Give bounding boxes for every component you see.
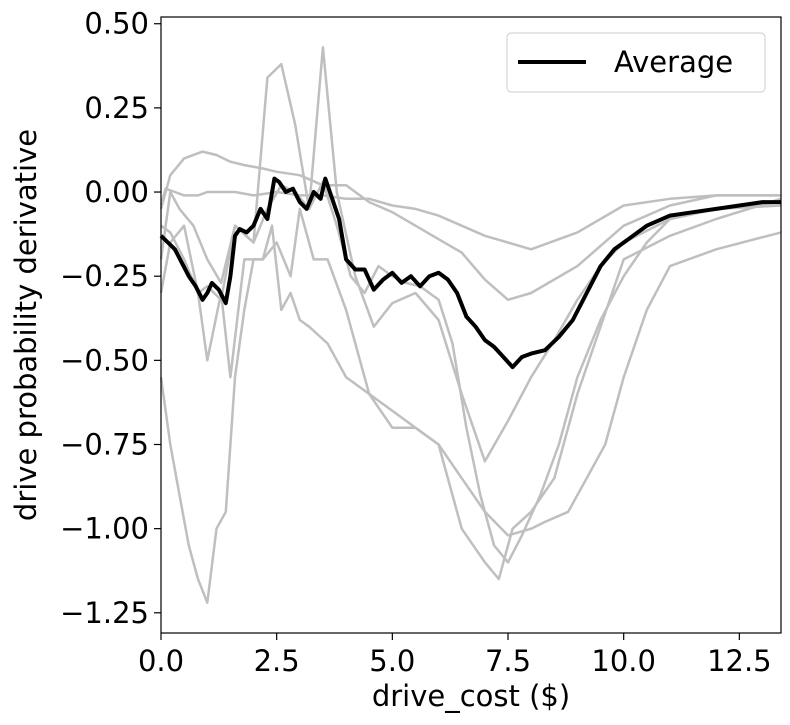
y-axis-label: drive probability derivative: [9, 129, 43, 521]
plot-frame: [160, 16, 782, 634]
y-tick-label: −0.25: [60, 259, 149, 293]
individual-series-line-2: [159, 150, 781, 302]
x-tick-label: 5.0: [369, 644, 415, 678]
individual-series-group: [159, 46, 782, 604]
legend-box: [506, 32, 766, 93]
x-tick-label: 12.5: [707, 644, 772, 678]
y-tick-label: −0.75: [60, 427, 149, 461]
x-tick-label: 7.5: [485, 644, 531, 678]
legend: Average: [506, 32, 766, 93]
y-tick-label: −0.50: [60, 343, 149, 377]
y-tick-label: 0.50: [84, 7, 149, 41]
individual-series-line-4: [159, 197, 782, 581]
y-tick-label: 0.25: [84, 91, 149, 125]
x-axis: 0.0 2.5 5.0 7.5 10.0 12.5: [138, 633, 772, 678]
individual-series-line-6: [160, 180, 782, 564]
y-tick-label: −1.00: [60, 512, 149, 546]
average-series-group: [159, 176, 781, 370]
x-axis-label: drive_cost ($): [372, 679, 570, 713]
legend-average-label: Average: [614, 45, 733, 79]
individual-series-line-5: [159, 224, 782, 604]
y-tick-label: 0.00: [84, 175, 149, 209]
x-tick-label: 0.0: [138, 644, 184, 678]
x-tick-label: 2.5: [254, 644, 300, 678]
y-axis: 0.50 0.25 0.00 −0.25 −0.50 −0.75 −1.00 −1.25: [60, 7, 161, 630]
y-tick-label: −1.25: [60, 596, 149, 630]
x-tick-label: 10.0: [591, 644, 656, 678]
individual-series-line-3: [159, 46, 782, 463]
individual-series-line-1: [159, 187, 781, 251]
average-series-line: [159, 176, 781, 370]
